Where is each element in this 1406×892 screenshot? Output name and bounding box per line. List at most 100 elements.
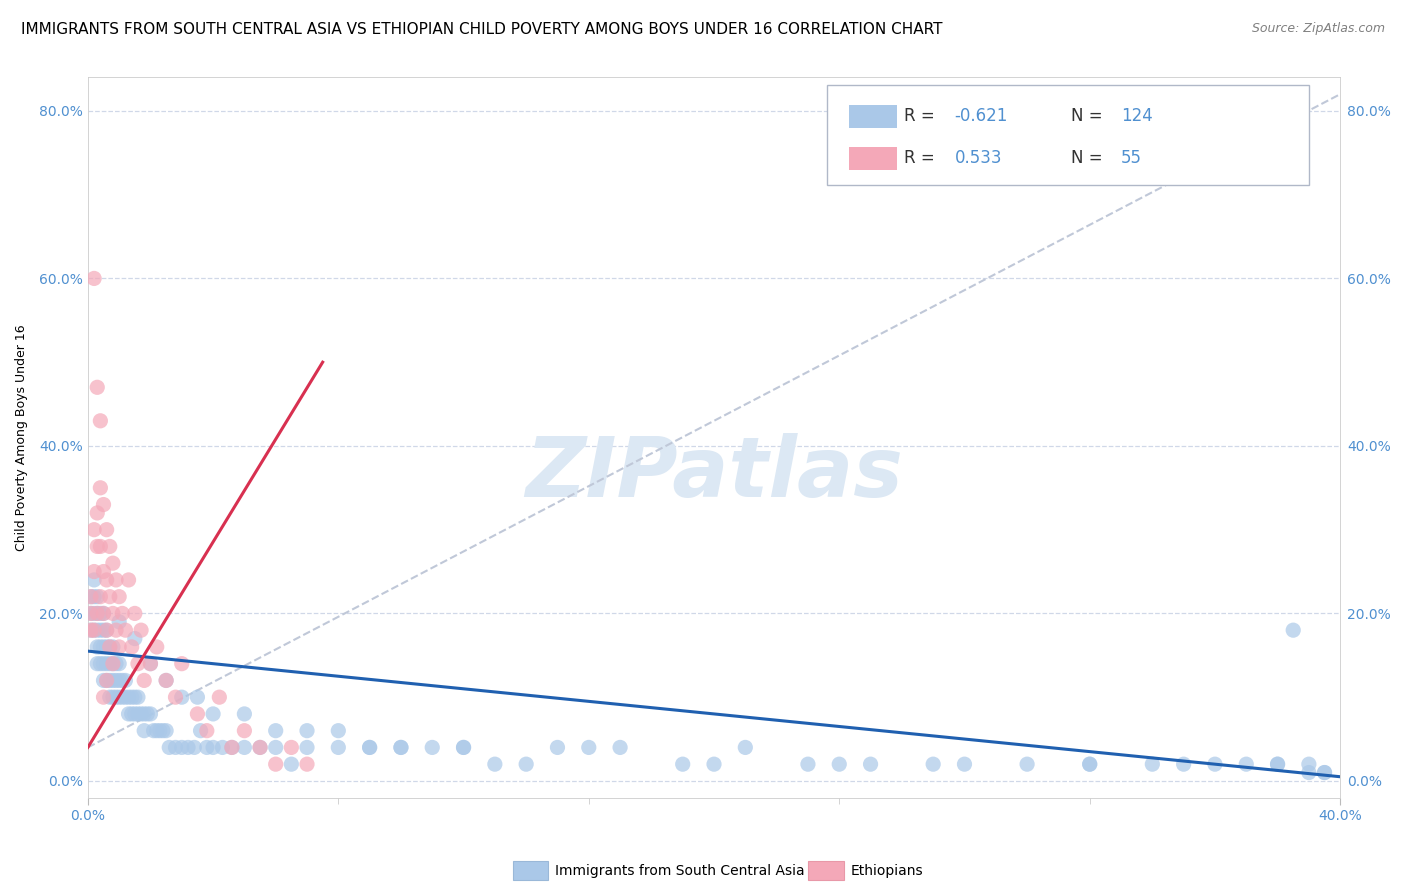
Text: Ethiopians: Ethiopians — [851, 863, 924, 878]
Point — [142, 723, 165, 738]
Point — [136, 706, 159, 721]
Text: Source: ZipAtlas.com: Source: ZipAtlas.com — [1251, 22, 1385, 36]
Point — [89, 607, 111, 621]
Point — [108, 640, 131, 654]
Point — [1017, 757, 1039, 772]
Point — [157, 740, 180, 755]
Point — [93, 607, 115, 621]
Point — [129, 623, 152, 637]
Point — [83, 590, 105, 604]
Point — [80, 623, 103, 637]
Point — [111, 690, 134, 705]
Point — [117, 706, 139, 721]
Point — [89, 657, 111, 671]
Point — [389, 740, 412, 755]
Text: R =: R = — [904, 107, 941, 126]
Bar — [849, 104, 897, 128]
Point — [165, 740, 187, 755]
Point — [1298, 757, 1320, 772]
Point — [86, 380, 108, 394]
Point — [1173, 757, 1195, 772]
Point — [703, 757, 725, 772]
Point — [145, 723, 167, 738]
Text: R =: R = — [904, 149, 946, 167]
Point — [96, 640, 118, 654]
Point — [121, 690, 143, 705]
Point — [98, 657, 121, 671]
Point — [1267, 757, 1289, 772]
Point — [101, 657, 124, 671]
Point — [1298, 765, 1320, 780]
Text: 124: 124 — [1121, 107, 1153, 126]
Point — [328, 723, 350, 738]
Point — [195, 740, 218, 755]
Point — [484, 757, 506, 772]
Point — [105, 573, 128, 587]
Point — [1204, 757, 1226, 772]
FancyBboxPatch shape — [827, 85, 1309, 186]
Point — [83, 523, 105, 537]
Point — [86, 607, 108, 621]
Point — [264, 757, 287, 772]
Point — [221, 740, 243, 755]
Point — [114, 690, 136, 705]
Point — [127, 690, 149, 705]
Text: 55: 55 — [1121, 149, 1142, 167]
Point — [101, 556, 124, 570]
Point — [221, 740, 243, 755]
Point — [89, 590, 111, 604]
Point — [1142, 757, 1164, 772]
Point — [101, 640, 124, 654]
Point — [101, 607, 124, 621]
Point — [108, 657, 131, 671]
Point — [152, 723, 174, 738]
Point — [922, 757, 945, 772]
Point — [83, 565, 105, 579]
Text: ZIPatlas: ZIPatlas — [524, 434, 903, 514]
Text: 0.533: 0.533 — [955, 149, 1002, 167]
Point — [98, 673, 121, 688]
Point — [202, 706, 225, 721]
Point — [129, 706, 152, 721]
Point — [83, 623, 105, 637]
Point — [96, 673, 118, 688]
Point — [80, 607, 103, 621]
Point — [134, 723, 156, 738]
Point — [828, 757, 851, 772]
Point — [1078, 757, 1101, 772]
Point — [111, 607, 134, 621]
Point — [264, 740, 287, 755]
Point — [295, 723, 318, 738]
Point — [86, 506, 108, 520]
Point — [89, 414, 111, 428]
Point — [195, 723, 218, 738]
Point — [93, 623, 115, 637]
Point — [155, 673, 177, 688]
Point — [280, 757, 302, 772]
Point — [165, 690, 187, 705]
Point — [859, 757, 882, 772]
Text: N =: N = — [1071, 149, 1114, 167]
Point — [80, 623, 103, 637]
Point — [83, 271, 105, 285]
Point — [1267, 757, 1289, 772]
Point — [578, 740, 600, 755]
Point — [233, 740, 256, 755]
Point — [96, 573, 118, 587]
Point — [86, 607, 108, 621]
Point — [96, 657, 118, 671]
Point — [86, 540, 108, 554]
Point — [114, 673, 136, 688]
Point — [1282, 623, 1305, 637]
Point — [249, 740, 271, 755]
Point — [359, 740, 381, 755]
Point — [139, 706, 162, 721]
Point — [89, 640, 111, 654]
Point — [105, 690, 128, 705]
Point — [1078, 757, 1101, 772]
Point — [86, 623, 108, 637]
Point — [295, 740, 318, 755]
Point — [121, 640, 143, 654]
Point — [124, 607, 146, 621]
Point — [96, 623, 118, 637]
